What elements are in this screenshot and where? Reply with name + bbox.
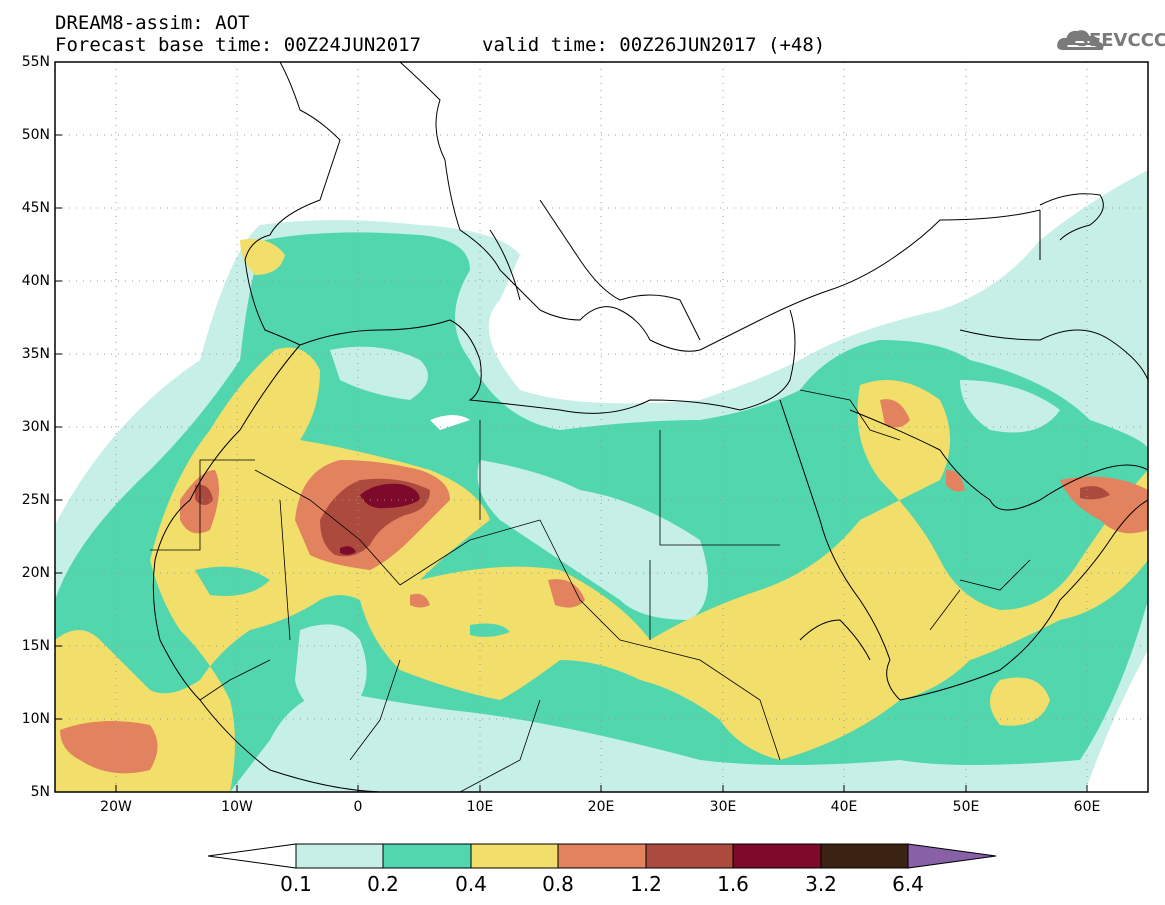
lat-label: 15N bbox=[21, 638, 50, 654]
colorbar-label: 0.1 bbox=[280, 872, 312, 896]
colorbar-bin-5 bbox=[645, 843, 734, 869]
logo-text: SEEVCCC bbox=[1076, 30, 1165, 51]
colorbar bbox=[207, 843, 997, 869]
colorbar-label: 1.6 bbox=[717, 872, 749, 896]
aot-contour-fields bbox=[55, 170, 1148, 792]
colorbar-low-arrow bbox=[207, 843, 297, 869]
lon-label: 30E bbox=[709, 799, 737, 815]
lat-label: 40N bbox=[21, 273, 50, 289]
lat-label: 30N bbox=[21, 419, 50, 435]
lon-label: 40E bbox=[830, 799, 858, 815]
lat-label: 10N bbox=[21, 711, 50, 727]
colorbar-bin-7 bbox=[820, 843, 909, 869]
aot-level-0.4 bbox=[55, 347, 1148, 792]
cloud-icon bbox=[1057, 30, 1104, 50]
lat-label: 50N bbox=[21, 127, 50, 143]
forecast-base-time: Forecast base time: 00Z24JUN2017 bbox=[55, 34, 421, 56]
valid-time-value: 00Z26JUN2017 bbox=[619, 34, 757, 56]
lon-label: 20W bbox=[100, 799, 132, 815]
colorbar-bin-1 bbox=[295, 843, 384, 869]
axis-ticks bbox=[55, 61, 1088, 793]
base-time-label: Forecast base time: bbox=[55, 34, 284, 56]
lon-label: 20E bbox=[587, 799, 615, 815]
aot-level-1.6 bbox=[360, 483, 420, 509]
lon-label: 50E bbox=[952, 799, 980, 815]
lon-label: 10W bbox=[221, 799, 253, 815]
lat-label: 25N bbox=[21, 492, 50, 508]
colorbar-label: 6.4 bbox=[892, 872, 924, 896]
lat-label: 45N bbox=[21, 200, 50, 216]
colorbar-bin-3 bbox=[470, 843, 559, 869]
colorbar-high-arrow bbox=[907, 843, 997, 869]
country-borders bbox=[150, 389, 1031, 792]
colorbar-label: 3.2 bbox=[805, 872, 837, 896]
colorbar-bin-6 bbox=[732, 843, 822, 869]
colorbar-label: 1.2 bbox=[630, 872, 662, 896]
lead-time: (+48) bbox=[768, 34, 826, 56]
lon-label: 0 bbox=[353, 799, 363, 815]
base-time-value: 00Z24JUN2017 bbox=[283, 34, 422, 56]
valid-time: valid time: 00Z26JUN2017 (+48) bbox=[482, 34, 825, 56]
valid-time-label: valid time: bbox=[482, 34, 620, 56]
map-title: DREAM8-assim: AOT bbox=[55, 12, 250, 34]
graticule bbox=[55, 62, 1148, 792]
coastlines bbox=[152, 62, 1148, 792]
lat-label: 55N bbox=[21, 54, 50, 70]
colorbar-label: 0.2 bbox=[367, 872, 399, 896]
colorbar-bin-2 bbox=[382, 843, 472, 869]
lat-label: 20N bbox=[21, 565, 50, 581]
colorbar-bin-4 bbox=[557, 843, 647, 869]
lat-label: 5N bbox=[30, 784, 50, 800]
lat-label: 35N bbox=[21, 346, 50, 362]
colorbar-label: 0.4 bbox=[455, 872, 487, 896]
colorbar-label: 0.8 bbox=[542, 872, 574, 896]
lon-label: 10E bbox=[466, 799, 494, 815]
lon-label: 60E bbox=[1073, 799, 1101, 815]
